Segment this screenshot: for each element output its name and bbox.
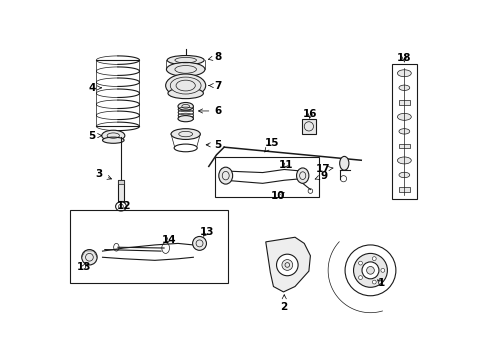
Ellipse shape	[399, 129, 410, 134]
Bar	[399, 144, 410, 148]
Ellipse shape	[167, 55, 204, 65]
Text: 13: 13	[200, 227, 215, 237]
Ellipse shape	[102, 137, 124, 143]
Text: 16: 16	[303, 109, 318, 119]
Text: 6: 6	[198, 106, 221, 116]
Ellipse shape	[296, 168, 309, 183]
Ellipse shape	[82, 249, 97, 265]
Text: 14: 14	[161, 235, 176, 244]
Text: 9: 9	[315, 171, 328, 181]
Text: 5: 5	[206, 140, 221, 150]
Bar	[302, 119, 316, 134]
Text: 2: 2	[281, 295, 288, 311]
Ellipse shape	[381, 269, 385, 272]
Ellipse shape	[193, 237, 206, 250]
Text: 4: 4	[88, 83, 101, 93]
Ellipse shape	[399, 172, 410, 178]
Ellipse shape	[359, 276, 363, 279]
Bar	[392, 64, 416, 199]
Polygon shape	[266, 237, 311, 292]
Text: 12: 12	[117, 202, 131, 211]
Text: 1: 1	[378, 278, 385, 288]
Ellipse shape	[168, 88, 203, 99]
Ellipse shape	[171, 77, 201, 94]
Bar	[399, 187, 410, 192]
Bar	[215, 157, 319, 197]
Ellipse shape	[367, 266, 374, 274]
Bar	[118, 180, 124, 184]
Text: 5: 5	[88, 131, 102, 141]
Text: 18: 18	[397, 53, 412, 63]
Bar	[399, 100, 410, 105]
Text: 10: 10	[271, 191, 285, 201]
Text: 17: 17	[316, 165, 333, 175]
Ellipse shape	[174, 144, 197, 152]
Text: 3: 3	[96, 169, 112, 179]
Ellipse shape	[372, 257, 376, 261]
Text: 8: 8	[208, 52, 221, 62]
Ellipse shape	[178, 103, 194, 110]
Ellipse shape	[353, 253, 388, 287]
Text: 13: 13	[77, 261, 91, 271]
Ellipse shape	[397, 113, 411, 120]
Ellipse shape	[166, 74, 206, 97]
Ellipse shape	[397, 70, 411, 77]
Ellipse shape	[372, 280, 376, 284]
Text: 11: 11	[278, 160, 293, 170]
Bar	[118, 180, 124, 201]
Ellipse shape	[359, 261, 363, 265]
Ellipse shape	[399, 85, 410, 90]
Ellipse shape	[345, 245, 396, 296]
Ellipse shape	[340, 156, 349, 170]
Text: 7: 7	[209, 81, 221, 91]
Bar	[70, 210, 228, 283]
Ellipse shape	[219, 167, 233, 184]
Text: 15: 15	[265, 138, 279, 152]
Ellipse shape	[282, 260, 293, 270]
Ellipse shape	[397, 157, 411, 164]
Ellipse shape	[178, 116, 194, 122]
Ellipse shape	[102, 130, 125, 141]
Ellipse shape	[167, 62, 205, 76]
Ellipse shape	[171, 129, 200, 139]
Ellipse shape	[276, 254, 298, 276]
Ellipse shape	[362, 262, 379, 279]
